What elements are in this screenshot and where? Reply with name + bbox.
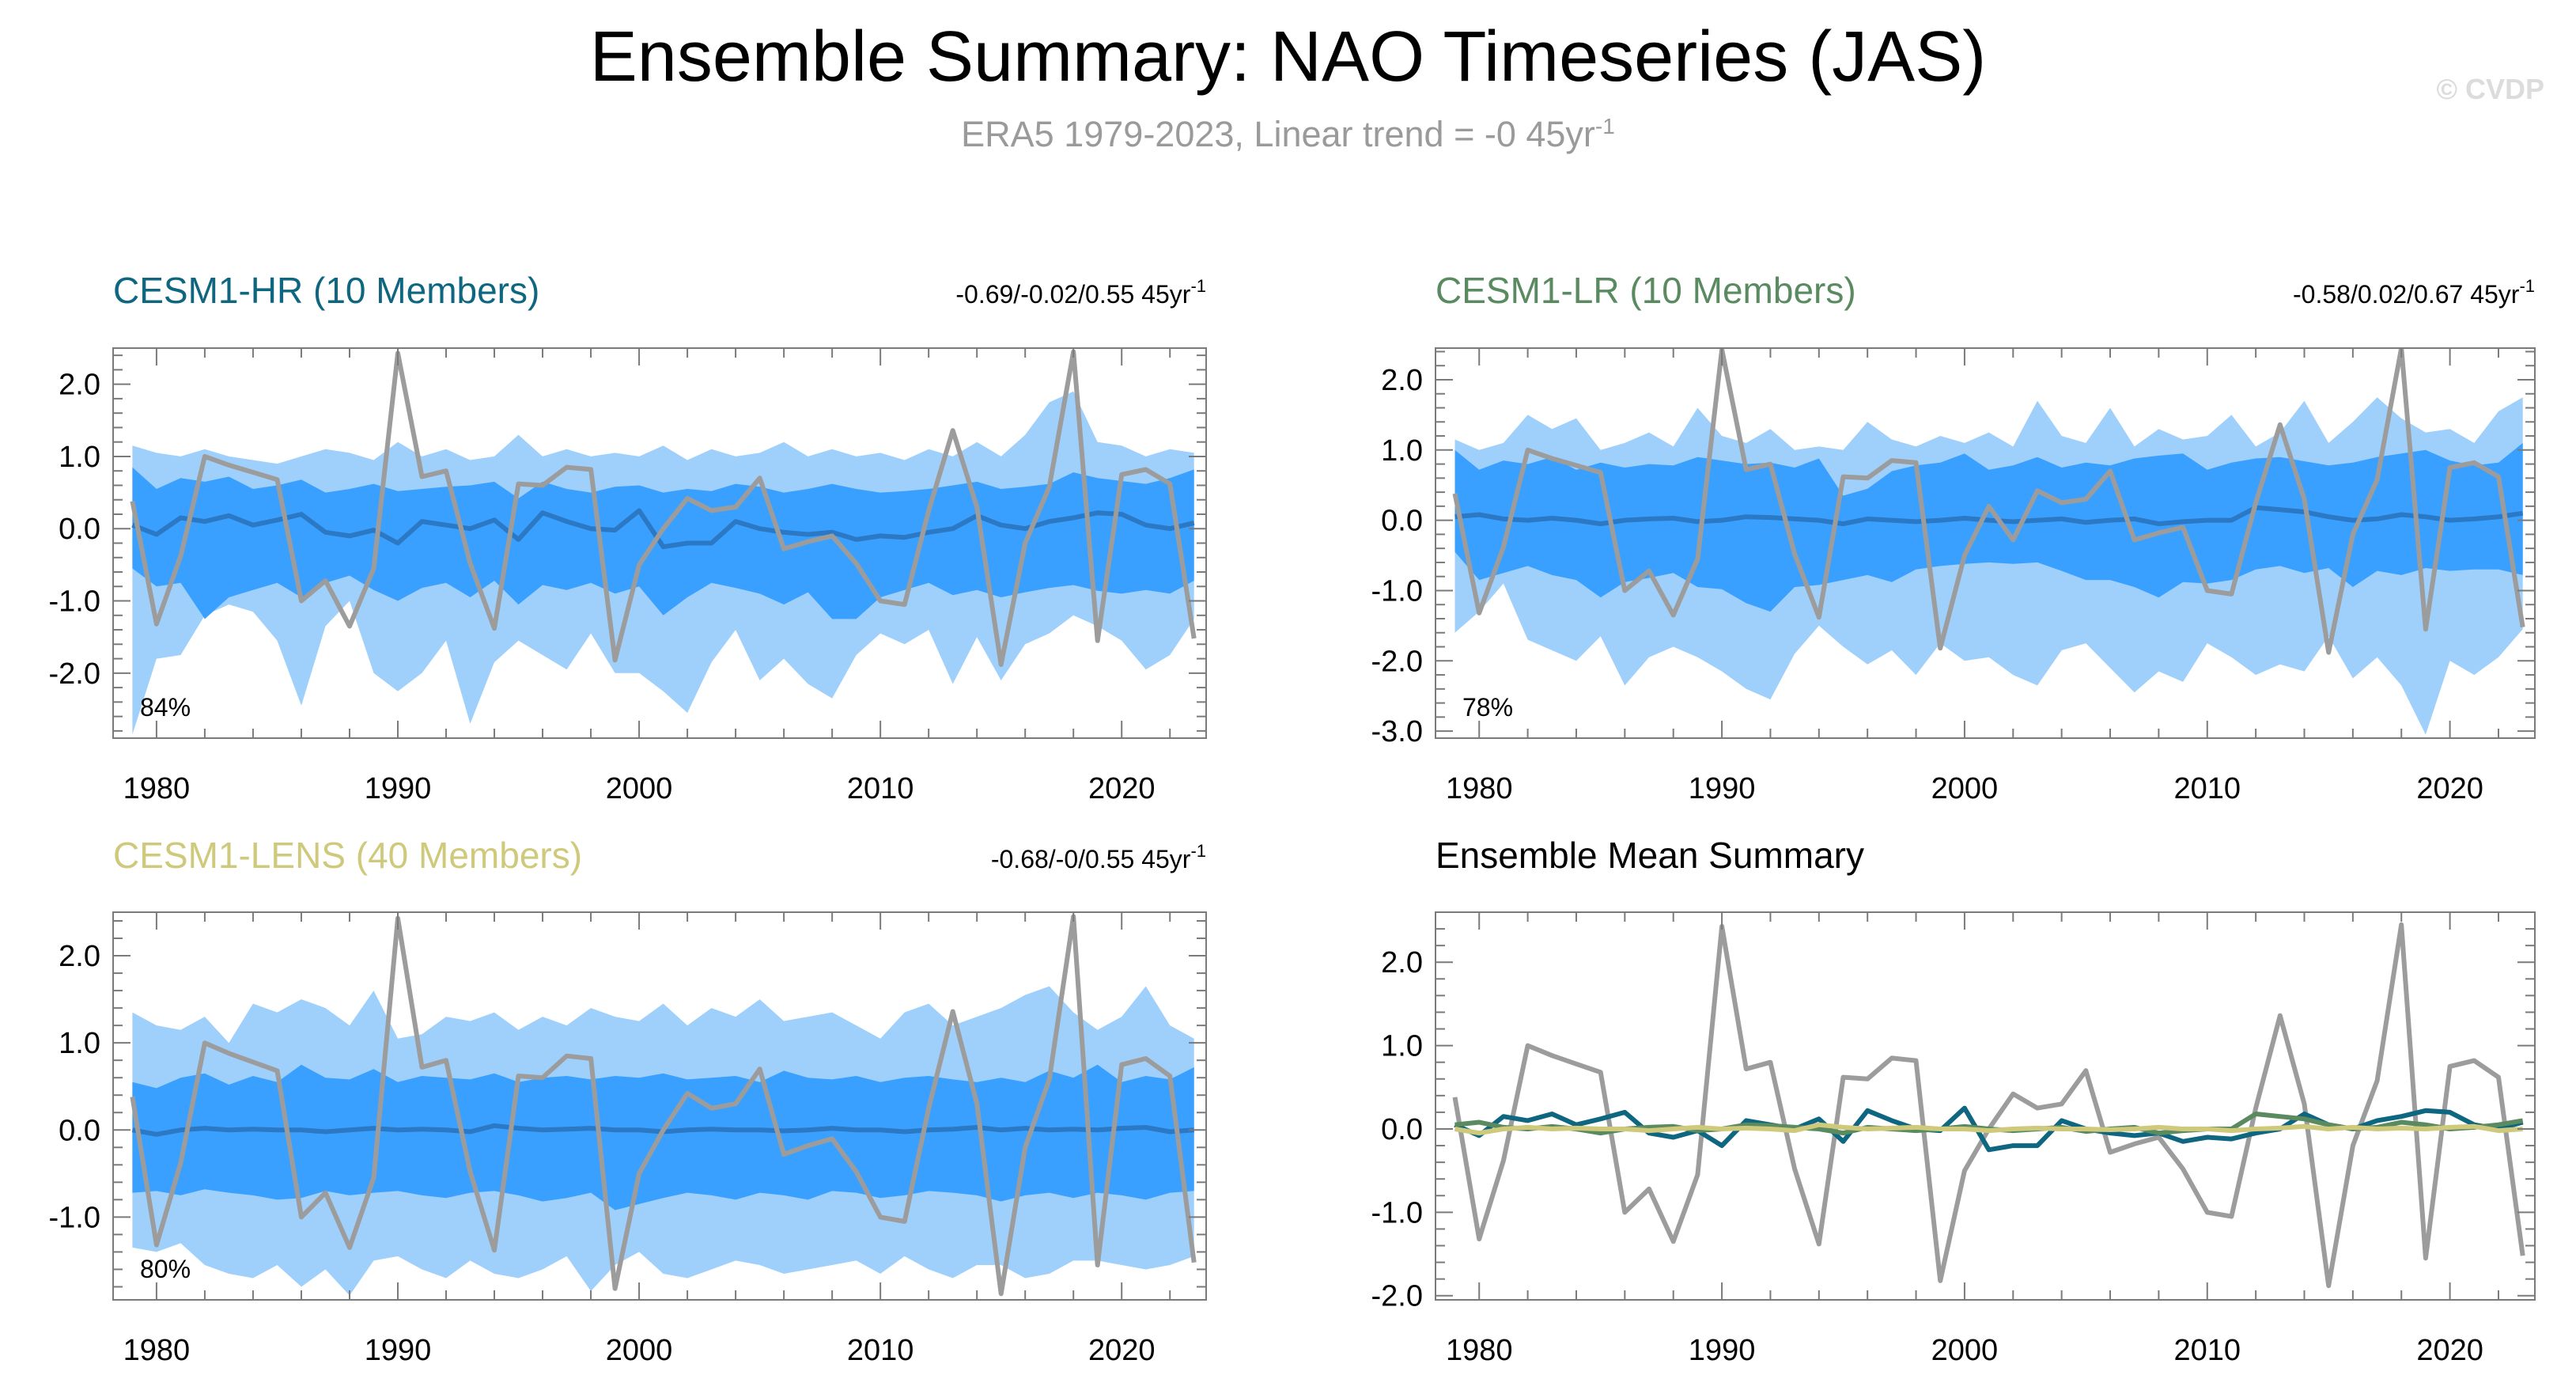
hr-ytick-label: -1.0 (49, 585, 100, 619)
lr-inner-band (1454, 442, 2523, 612)
summary-series-era5 (1452, 922, 2525, 1289)
hr-ytick-label: 2.0 (59, 369, 100, 402)
lens-panel-title: CESM1-LENS (40 Members) (113, 835, 582, 876)
lr-xtick-label: 1990 (1689, 772, 1756, 805)
lens-xtick-label: 1980 (123, 1334, 191, 1367)
lens-trend-label: -0.68/-0/0.55 45yr-1 (991, 841, 1206, 873)
lr-xtick-label: 2000 (1931, 772, 1999, 805)
copyright-watermark: © CVDP (2436, 73, 2544, 105)
summary-xtick-label: 1980 (1446, 1334, 1513, 1367)
hr-ytick-label: 1.0 (59, 441, 100, 474)
lr-plot-area (1452, 348, 2525, 735)
lens-xtick-label: 2000 (606, 1334, 673, 1367)
summary-ytick-label: -2.0 (1371, 1280, 1423, 1313)
lr-ytick-label: -2.0 (1371, 645, 1423, 678)
hr-panel: -2.0 -1.0 0.0 1.0 2.0 1980 1990 2000 2010 2020 CES… (49, 270, 1207, 805)
summary-xtick-label: 1990 (1689, 1334, 1756, 1367)
lens-xtick-label: 2010 (847, 1334, 914, 1367)
lr-ytick-label: 2.0 (1381, 364, 1423, 397)
lens-percent-label: 80% (140, 1255, 191, 1283)
lr-percent-label: 78% (1462, 693, 1513, 722)
lens-trend-value: -0.68/-0/0.55 45yr (991, 845, 1191, 873)
hr-panel-title: CESM1-HR (10 Members) (113, 270, 539, 311)
lens-xtick-label: 2020 (1088, 1334, 1156, 1367)
lens-observed-line (130, 914, 1197, 1297)
summary-ytick-label: 1.0 (1381, 1030, 1423, 1063)
lr-ensemble-mean-line (1454, 505, 2524, 527)
hr-ytick-label: -2.0 (49, 657, 100, 691)
lens-ytick-label: -1.0 (49, 1201, 100, 1234)
lens-ytick-label: 1.0 (59, 1027, 100, 1060)
hr-xtick-label: 1990 (365, 772, 432, 805)
lr-panel-title: CESM1-LR (10 Members) (1436, 270, 1856, 311)
hr-observed-line (130, 349, 1197, 667)
summary-frame (1435, 911, 2536, 1301)
figure-subtitle: ERA5 1979-2023, Linear trend = -0 45yr-1 (0, 104, 2576, 157)
lens-inner-band (132, 1064, 1194, 1210)
lens-xtick-label: 1990 (365, 1334, 432, 1367)
lr-ytick-label: -1.0 (1371, 574, 1423, 608)
summary-ytick-label: 2.0 (1381, 946, 1423, 979)
summary-ytick-label: -1.0 (1371, 1196, 1423, 1229)
subtitle-text: ERA5 1979-2023, Linear trend = -0 45yr (961, 114, 1595, 154)
lr-ytick-label: 1.0 (1381, 434, 1423, 468)
summary-panel-title: Ensemble Mean Summary (1436, 835, 1864, 876)
summary-ytick-label: 0.0 (1381, 1113, 1423, 1146)
lens-ytick-label: 0.0 (59, 1114, 100, 1147)
lr-trend-superscript: -1 (2519, 276, 2535, 296)
summary-xtick-label: 2010 (2173, 1334, 2241, 1367)
lens-trend-superscript: -1 (1190, 841, 1206, 861)
hr-xtick-label: 2000 (606, 772, 673, 805)
lr-ytick-label: -3.0 (1371, 715, 1423, 748)
summary-xtick-label: 2020 (2416, 1334, 2483, 1367)
summary-plot-area (1452, 922, 2525, 1289)
hr-ensemble-mean-line (131, 508, 1195, 550)
lr-frame (1435, 347, 2536, 739)
hr-xtick-label: 2010 (847, 772, 914, 805)
hr-xtick-label: 2020 (1088, 772, 1156, 805)
summary-series-cesm1-lens (1454, 1122, 2523, 1136)
lr-ytick-label: 0.0 (1381, 505, 1423, 538)
lr-xtick-label: 1980 (1446, 772, 1513, 805)
lr-trend-value: -0.58/0.02/0.67 45yr (2293, 280, 2520, 309)
hr-xtick-label: 1980 (123, 772, 191, 805)
summary-xtick-label: 2000 (1931, 1334, 1999, 1367)
lr-xtick-label: 2020 (2416, 772, 2483, 805)
summary-panel: -2.0 -1.0 0.0 1.0 2.0 1980 1990 2000 2010 2020 Ens… (1371, 835, 2536, 1367)
lens-panel: -1.0 0.0 1.0 2.0 1980 1990 2000 2010 2020 CESM1-L… (49, 835, 1207, 1367)
lens-plot-area (130, 914, 1197, 1297)
lr-panel: -3.0 -2.0 -1.0 0.0 1.0 2.0 1980 1990 2000 2010 202… (1371, 270, 2536, 805)
lr-observed-line (1452, 348, 2525, 655)
figure-title: Ensemble Summary: NAO Timeseries (JAS) (589, 17, 1987, 97)
hr-trend-value: -0.69/-0.02/0.55 45yr (955, 280, 1190, 309)
lr-trend-label: -0.58/0.02/0.67 45yr-1 (2293, 276, 2535, 309)
hr-ytick-label: 0.0 (59, 513, 100, 546)
lens-ytick-label: 2.0 (59, 940, 100, 973)
hr-plot-area (130, 349, 1197, 735)
hr-trend-superscript: -1 (1190, 276, 1206, 296)
hr-percent-label: 84% (140, 693, 191, 722)
lens-frame (112, 911, 1207, 1301)
lr-xtick-label: 2010 (2173, 772, 2241, 805)
hr-trend-label: -0.69/-0.02/0.55 45yr-1 (955, 276, 1206, 309)
subtitle-superscript: -1 (1594, 114, 1615, 138)
